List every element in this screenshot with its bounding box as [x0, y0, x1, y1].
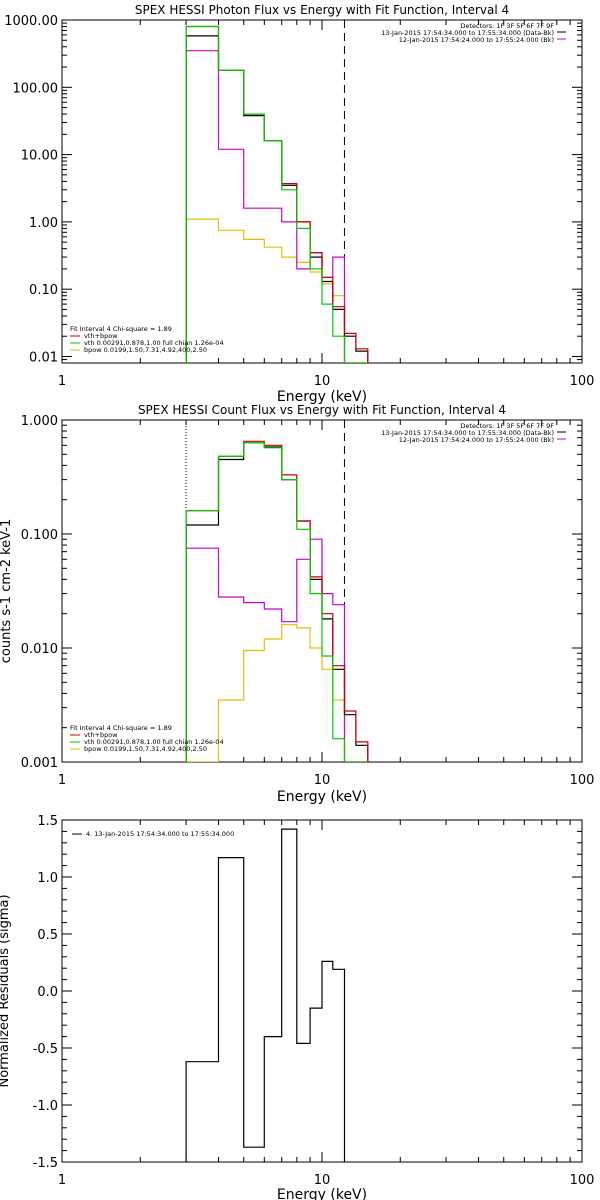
- legend-entry: Fit Interval 4 Chi-square = 1.89: [70, 325, 172, 333]
- x-tick-label: 100: [570, 773, 595, 788]
- y-tick-label: 0.5: [37, 928, 58, 943]
- series-line-vth: [185, 442, 368, 762]
- legend-entry: vth+bpow: [84, 332, 118, 340]
- residuals-chart: 1 10 100 -1.5 -1.0 -0.5 0.0 0.5 1.0 1.5 Energy (ke…: [0, 814, 594, 1200]
- y-tick-label: -0.5: [33, 1042, 58, 1057]
- series-line-fit-sum: [185, 538, 368, 762]
- series-line-total: [185, 25, 369, 363]
- series-line-data: [185, 442, 369, 762]
- x-axis-label: Energy (keV): [277, 1187, 367, 1200]
- count-flux-chart: SPEX HESSI Count Flux vs Energy with Fit…: [0, 403, 594, 805]
- y-tick-label: 1.00: [29, 216, 58, 231]
- header-line: Detectors: 1F 3F 5F 6F 7F 9F: [460, 422, 554, 430]
- y-tick-label: 0.100: [21, 528, 58, 543]
- series-line-total: [185, 440, 369, 762]
- y-tick-label: 1.5: [37, 814, 58, 829]
- y-tick-label: 100.00: [13, 81, 59, 96]
- x-tick-label: 10: [314, 1173, 331, 1188]
- plot-area: [185, 420, 369, 762]
- header-line: Detectors: 1F 3F 5F 6F 7F 9F: [460, 22, 554, 30]
- header-line: 12-Jan-2015 17:54:24.000 to 17:55:24.000…: [399, 436, 554, 444]
- legend-entry: vth 0.00291,0.878,1.00 full chian 1.26e-…: [84, 339, 224, 347]
- legend-entry: vth 0.00291,0.878,1.00 full chian 1.26e-…: [84, 738, 224, 746]
- series-line-data: [185, 35, 369, 363]
- x-tick-label: 1: [58, 1173, 66, 1188]
- header-line: 13-Jan-2015 17:54:34.000 to 17:55:34.000…: [381, 429, 554, 437]
- x-axis-label: Energy (keV): [277, 789, 367, 805]
- x-tick-label: 100: [570, 1173, 595, 1188]
- y-tick-label: -1.0: [33, 1099, 58, 1114]
- x-tick-label: 100: [570, 374, 595, 389]
- x-axis-label: Energy (keV): [277, 389, 367, 405]
- series-line-data: [185, 828, 346, 1162]
- series-line-bpow: [186, 624, 368, 762]
- plot-area: [185, 828, 346, 1162]
- y-tick-label: -1.5: [33, 1156, 58, 1171]
- x-tick-label: 1: [58, 374, 66, 389]
- legend-entry: 4. 13-Jan-2015 17:54:34.000 to 17:55:34.…: [86, 830, 234, 838]
- photon-flux-chart: SPEX HESSI Photon Flux vs Energy with Fi…: [4, 3, 594, 405]
- chart-title: SPEX HESSI Count Flux vs Energy with Fit…: [138, 403, 506, 417]
- y-tick-label: 1.000: [21, 414, 58, 429]
- x-tick-label: 10: [314, 773, 331, 788]
- x-tick-label: 1: [58, 773, 66, 788]
- x-tick-label: 10: [314, 374, 331, 389]
- legend-entry: vth+bpow: [84, 731, 118, 739]
- legend-entry: bpow 0.0199,1.50,7.31,4.92,400,2.50: [84, 745, 207, 753]
- y-tick-label: 1000.00: [4, 14, 58, 29]
- series-line-vth: [185, 25, 368, 363]
- y-axis-label: counts s-1 cm-2 keV-1: [0, 519, 14, 664]
- legend-entry: bpow 0.0199,1.50,7.31,4.92,400,2.50: [84, 346, 207, 354]
- plot-frame: [61, 19, 583, 364]
- y-axis-label: Normalized Residuals (sigma): [0, 894, 12, 1087]
- y-tick-label: 0.001: [21, 756, 58, 771]
- y-tick-label: 1.0: [37, 871, 58, 886]
- y-tick-label: 0.01: [29, 350, 58, 365]
- series-line-fit-sum: [185, 50, 368, 363]
- header-line: 13-Jan-2015 17:54:34.000 to 17:55:34.000…: [381, 29, 554, 37]
- y-tick-label: 0.010: [21, 642, 58, 657]
- y-tick-label: 10.00: [21, 149, 58, 164]
- y-tick-label: 0.10: [29, 283, 58, 298]
- y-tick-label: 0.0: [37, 985, 58, 1000]
- legend-entry: Fit Interval 4 Chi-square = 1.89: [70, 724, 172, 732]
- plot-area: [185, 20, 369, 363]
- chart-title: SPEX HESSI Photon Flux vs Energy with Fi…: [135, 3, 509, 17]
- header-line: 12-Jan-2015 17:54:24.000 to 17:55:24.000…: [399, 36, 554, 44]
